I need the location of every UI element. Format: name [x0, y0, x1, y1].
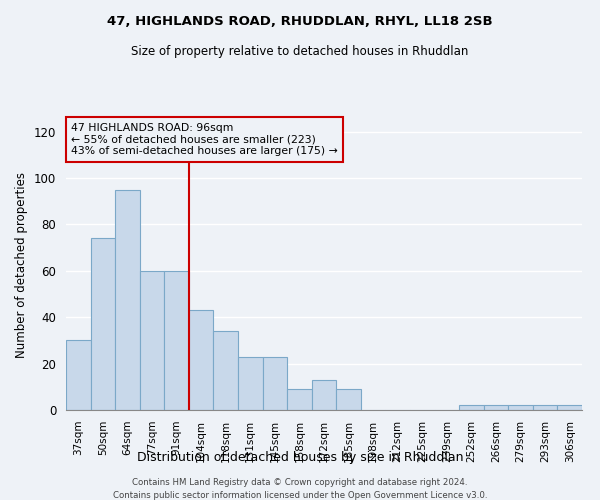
- Bar: [238, 356, 263, 410]
- Bar: [508, 406, 533, 410]
- Bar: [164, 271, 189, 410]
- Bar: [189, 310, 214, 410]
- Bar: [557, 406, 582, 410]
- Bar: [263, 356, 287, 410]
- Text: 47 HIGHLANDS ROAD: 96sqm
← 55% of detached houses are smaller (223)
43% of semi-: 47 HIGHLANDS ROAD: 96sqm ← 55% of detach…: [71, 123, 338, 156]
- Bar: [214, 331, 238, 410]
- Text: Contains public sector information licensed under the Open Government Licence v3: Contains public sector information licen…: [113, 490, 487, 500]
- Bar: [140, 271, 164, 410]
- Bar: [115, 190, 140, 410]
- Text: Size of property relative to detached houses in Rhuddlan: Size of property relative to detached ho…: [131, 45, 469, 58]
- Bar: [91, 238, 115, 410]
- Bar: [287, 389, 312, 410]
- Text: 47, HIGHLANDS ROAD, RHUDDLAN, RHYL, LL18 2SB: 47, HIGHLANDS ROAD, RHUDDLAN, RHYL, LL18…: [107, 15, 493, 28]
- Bar: [533, 406, 557, 410]
- Bar: [312, 380, 336, 410]
- Y-axis label: Number of detached properties: Number of detached properties: [16, 172, 28, 358]
- Bar: [336, 389, 361, 410]
- Text: Distribution of detached houses by size in Rhuddlan: Distribution of detached houses by size …: [137, 451, 463, 464]
- Bar: [484, 406, 508, 410]
- Bar: [66, 340, 91, 410]
- Bar: [459, 406, 484, 410]
- Text: Contains HM Land Registry data © Crown copyright and database right 2024.: Contains HM Land Registry data © Crown c…: [132, 478, 468, 487]
